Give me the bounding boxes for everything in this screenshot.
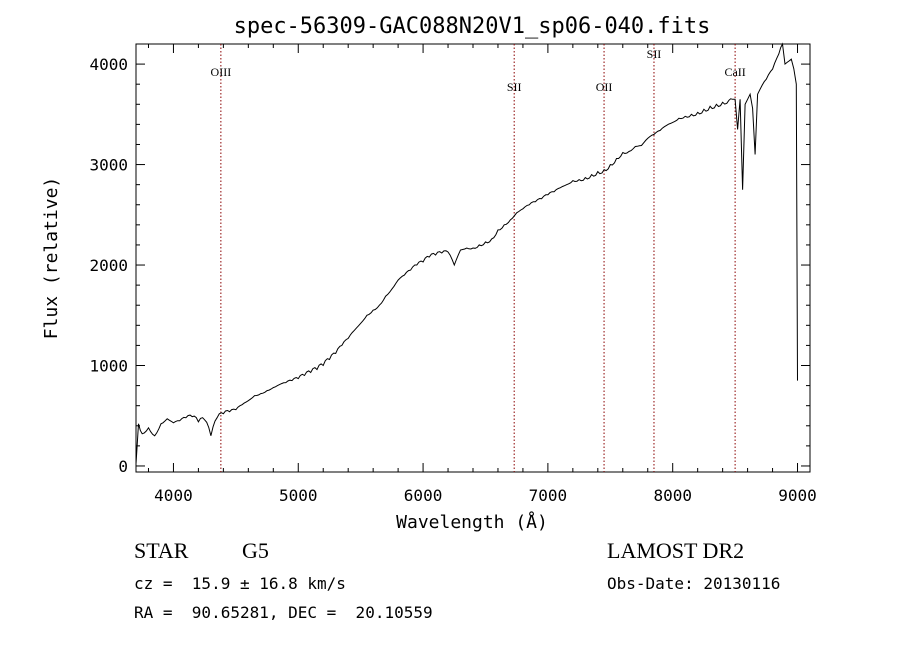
y-tick-label: 1000 (89, 357, 128, 376)
coordinates-readout: RA = 90.65281, DEC = 20.10559 (134, 603, 433, 622)
spectral-line-label: SII (647, 47, 662, 61)
x-axis-label: Wavelength (Å) (396, 511, 548, 533)
x-tick-label: 9000 (778, 486, 817, 505)
x-tick-label: 8000 (653, 486, 692, 505)
object-subclass: G5 (242, 538, 269, 563)
y-tick-label: 4000 (89, 55, 128, 74)
x-tick-label: 5000 (279, 486, 318, 505)
y-tick-label: 2000 (89, 256, 128, 275)
x-tick-label: 7000 (529, 486, 568, 505)
y-tick-label: 0 (118, 457, 128, 476)
survey-name: LAMOST DR2 (607, 538, 745, 563)
spectrum-line (135, 42, 798, 465)
spectral-lines: OIII SII OII SII CaII (211, 44, 746, 472)
chart-title: spec-56309-GAC088N20V1_sp06-040.fits (234, 14, 711, 39)
y-axis-label: Flux (relative) (41, 177, 62, 340)
redshift-readout: cz = 15.9 ± 16.8 km/s (134, 574, 346, 593)
object-class: STAR (134, 538, 189, 563)
spectral-line-label: SII (507, 80, 522, 94)
series-group (135, 42, 798, 465)
x-tick-label: 4000 (154, 486, 193, 505)
y-axis: 0 1000 2000 3000 4000 (89, 43, 810, 476)
y-tick-label: 3000 (89, 156, 128, 175)
x-tick-label: 6000 (404, 486, 443, 505)
spectral-line-label: OIII (211, 65, 232, 79)
spectral-line-label: CaII (724, 65, 745, 79)
x-axis: 4000 5000 6000 7000 8000 9000 (147, 44, 817, 505)
spectral-line-label: OII (596, 80, 613, 94)
observation-date: Obs-Date: 20130116 (607, 574, 781, 593)
